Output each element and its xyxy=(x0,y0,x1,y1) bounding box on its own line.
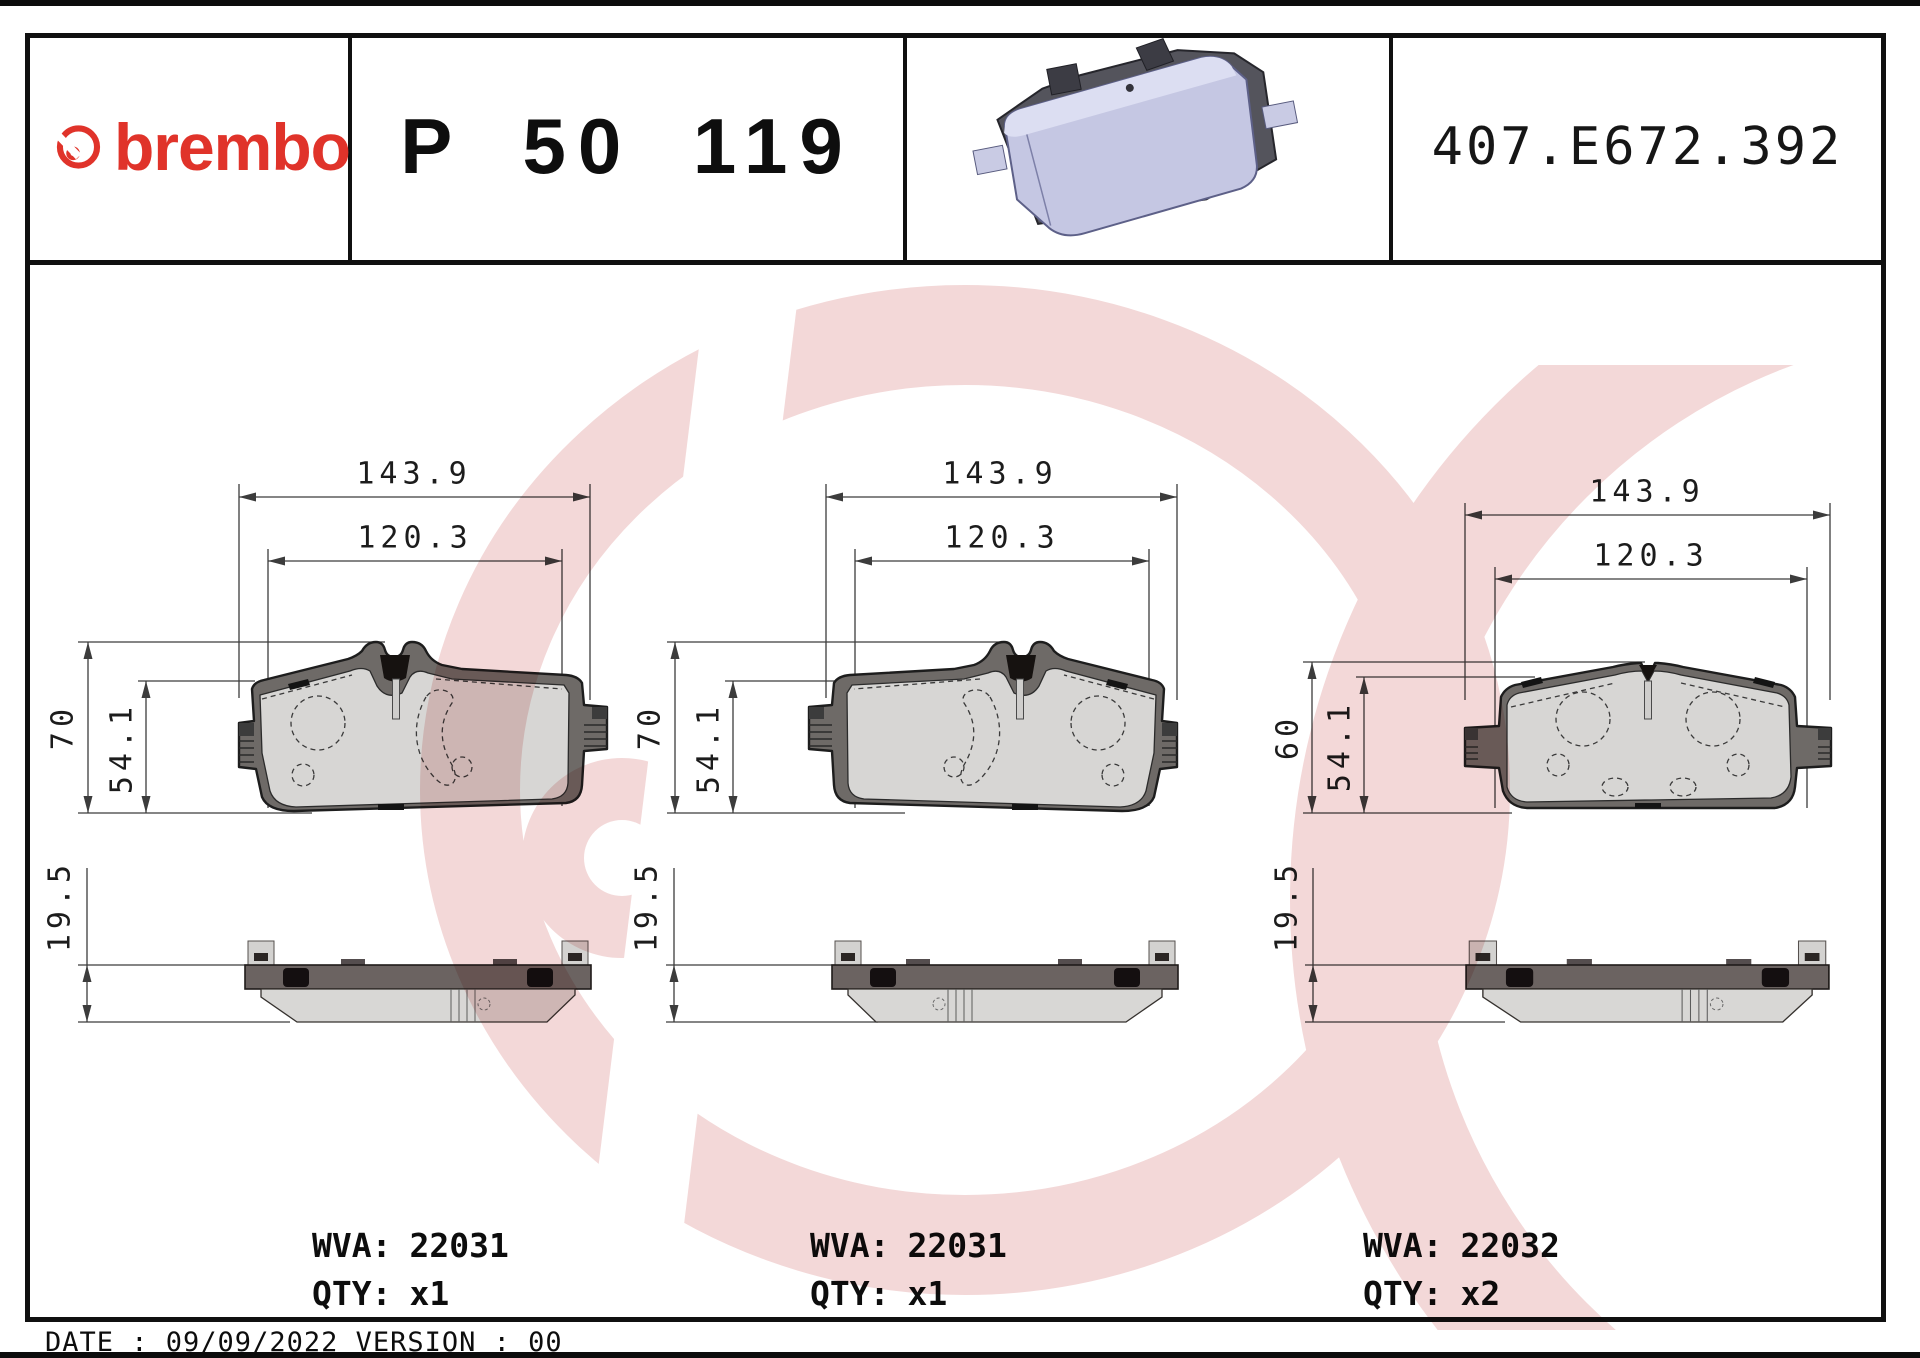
dim-height-pad-1: 54.1 xyxy=(104,701,140,795)
part-number: P 50 119 xyxy=(400,102,855,190)
wva-label: WVA: xyxy=(312,1226,392,1265)
dim-height-total-3: 60 xyxy=(1270,713,1306,761)
qty-value: x1 xyxy=(907,1274,948,1313)
header-divider-1 xyxy=(348,33,352,260)
dim-width-pad-1: 120.3 xyxy=(357,520,473,556)
qty-row: QTY: x1 xyxy=(810,1274,1007,1313)
dim-height-total-1: 70 xyxy=(45,703,81,751)
wva-label: WVA: xyxy=(1363,1226,1443,1265)
wva-value: 22031 xyxy=(907,1226,1007,1265)
brake-pad-side-view-3 xyxy=(1465,940,1830,1023)
brake-pad-front-view-3 xyxy=(1463,661,1833,810)
reference-number: 407.E672.392 xyxy=(1431,116,1844,177)
spec-block-3: WVA: 22032 QTY: x2 xyxy=(1363,1226,1560,1322)
qty-value: x2 xyxy=(1460,1274,1501,1313)
wva-row: WVA: 22031 xyxy=(312,1226,509,1265)
brake-pad-side-view-2 xyxy=(830,937,1180,1025)
wva-row: WVA: 22032 xyxy=(1363,1226,1560,1265)
dim-width-total-3: 143.9 xyxy=(1589,474,1705,510)
dim-height-total-2: 70 xyxy=(632,703,668,751)
spec-block-1: WVA: 22031 QTY: x1 xyxy=(312,1226,509,1322)
qty-label: QTY: xyxy=(312,1274,392,1313)
qty-value: x1 xyxy=(409,1274,450,1313)
brake-pad-3d-image xyxy=(972,38,1299,237)
dim-thickness-3: 19.5 xyxy=(1269,859,1305,953)
brand-wordmark: brembo xyxy=(113,109,351,184)
qty-label: QTY: xyxy=(1363,1274,1443,1313)
brake-pad-front-view-1 xyxy=(237,640,609,813)
dim-thickness-2: 19.5 xyxy=(629,859,665,953)
qty-label: QTY: xyxy=(810,1274,890,1313)
dim-height-pad-3: 54.1 xyxy=(1322,699,1358,793)
header-row xyxy=(25,33,1886,265)
qty-row: QTY: x1 xyxy=(312,1274,509,1313)
brake-pad-side-view-2-graphic xyxy=(831,940,1179,1023)
dim-height-pad-2: 54.1 xyxy=(691,701,727,795)
wva-row: WVA: 22031 xyxy=(810,1226,1007,1265)
brake-pad-side-view-1 xyxy=(244,940,592,1023)
brembo-logo: brembo xyxy=(55,33,351,260)
qty-row: QTY: x2 xyxy=(1363,1274,1560,1313)
page-edge-top xyxy=(0,0,1920,6)
dim-width-pad-2: 120.3 xyxy=(944,520,1060,556)
wva-label: WVA: xyxy=(810,1226,890,1265)
brembo-logo-icon xyxy=(56,124,101,169)
header-divider-3 xyxy=(1389,33,1393,260)
wva-value: 22031 xyxy=(409,1226,509,1265)
brake-pad-front-view-2-graphic xyxy=(807,640,1179,813)
wva-value: 22032 xyxy=(1460,1226,1560,1265)
dim-width-total-1: 143.9 xyxy=(356,456,472,492)
brake-pad-front-view-2 xyxy=(800,633,1186,819)
dim-width-pad-3: 120.3 xyxy=(1593,538,1709,574)
dim-width-total-2: 143.9 xyxy=(942,456,1058,492)
spec-block-2: WVA: 22031 QTY: x1 xyxy=(810,1226,1007,1322)
footer-date-line: DATE : 09/09/2022 VERSION : 00 xyxy=(45,1327,563,1358)
header-divider-2 xyxy=(903,33,907,260)
dim-thickness-1: 19.5 xyxy=(42,859,78,953)
page-edge-bottom xyxy=(0,1352,1920,1358)
